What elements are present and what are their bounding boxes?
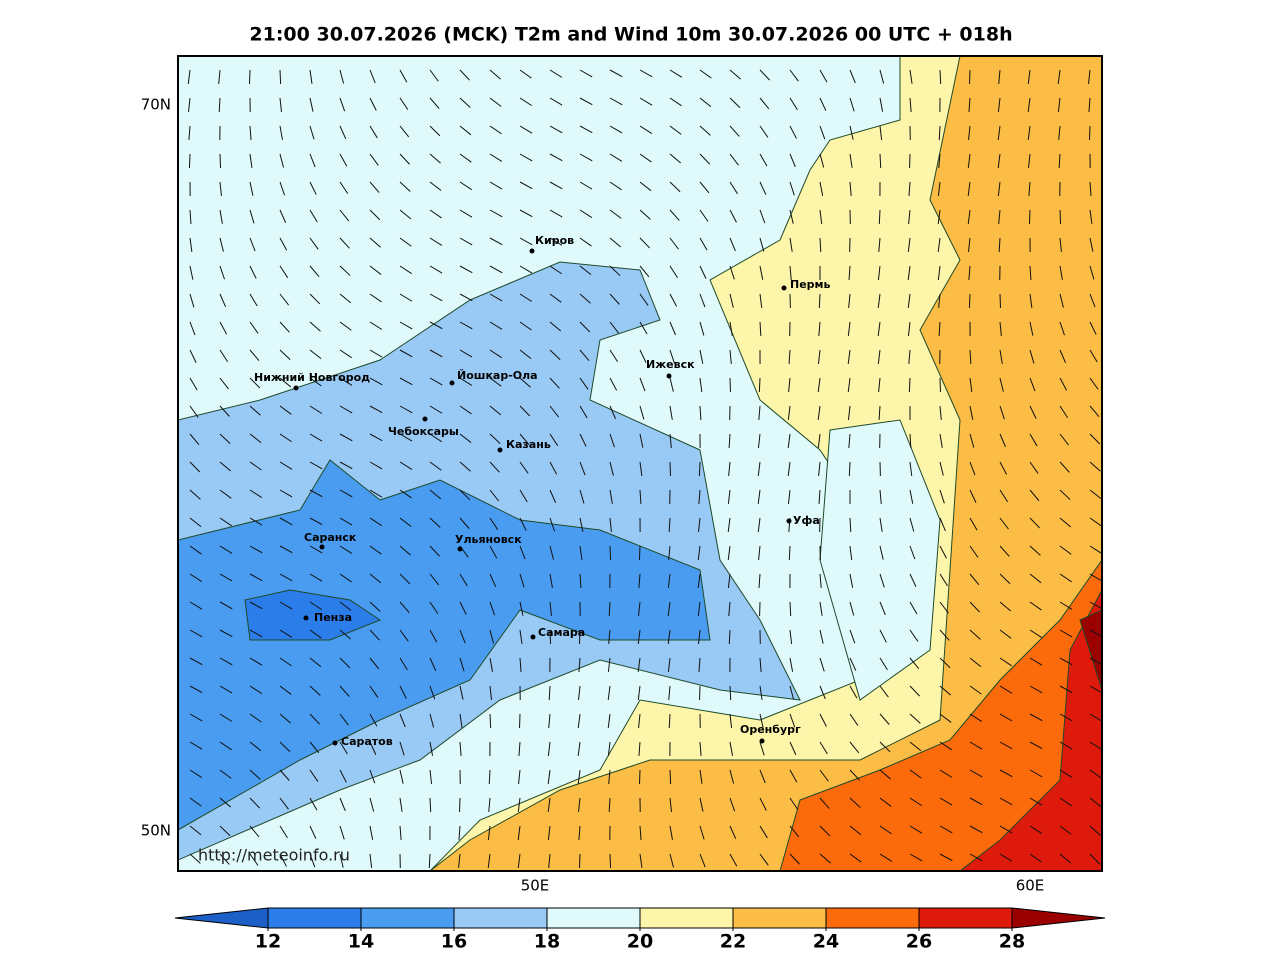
barb [969,294,970,308]
barb [909,378,910,392]
lat-label: 70N [141,96,171,114]
colorbar-label: 22 [720,931,746,953]
city-dot [450,381,455,386]
city-dot [333,741,338,746]
barb [430,798,431,812]
barb [789,546,790,560]
city-label: Ульяновск [455,533,522,546]
colorbar-segment [454,908,547,928]
colorbar-segment [733,908,826,928]
city-label: Оренбург [740,723,801,736]
barb [579,854,580,868]
barb [879,210,880,224]
lat-label: 50N [141,822,171,840]
barb [220,154,221,168]
barb [639,546,640,560]
colorbar-label: 18 [534,931,560,953]
city-dot [498,448,503,453]
barb [610,546,611,560]
barb [819,294,820,308]
city-label: Киров [535,234,574,247]
city-dot [530,249,535,254]
title: 21:00 30.07.2026 (MCK) T2m and Wind 10m … [249,24,1012,46]
city-label: Уфа [793,514,820,527]
city-label: Саратов [341,735,393,748]
barb [670,770,671,784]
barb [249,70,250,84]
colorbar-label: 24 [813,931,839,953]
colorbar-label: 16 [441,931,467,953]
city-label: Нижний Новгород [254,371,370,384]
city-dot [320,545,325,550]
watermark: http://meteoinfo.ru [198,846,350,865]
colorbar-segment [919,908,1012,928]
barb [1060,210,1061,224]
colorbar-segment [640,908,733,928]
barb [1089,126,1090,140]
city-dot [304,616,309,621]
colorbar-label: 20 [627,931,653,953]
colorbar-segment [547,908,640,928]
lon-label: 60E [1016,877,1045,895]
city-dot [782,286,787,291]
city-label: Самара [538,626,585,639]
barb [849,462,850,476]
barb [699,462,700,476]
colorbar-label: 14 [348,931,374,953]
city-dot [787,519,792,524]
barb [759,378,760,392]
barb [1029,210,1030,224]
city-label: Ижевск [646,358,695,371]
city-dot [423,417,428,422]
city-dot [458,547,463,552]
barb [280,70,281,84]
colorbar-segment [268,908,361,928]
colorbar: 12 14 16 18 20 22 24 26 28 [175,908,1105,953]
city-label: Пермь [790,278,831,291]
colorbar-extend [1012,908,1105,928]
city-label: Йошкар-Ола [457,369,538,382]
city-dot [531,635,536,640]
city-dot [294,386,299,391]
barb [189,154,190,168]
lon-label: 50E [521,877,550,895]
city-label: Чебоксары [388,425,459,438]
city-label: Саранск [304,531,357,544]
map-field [178,56,1102,871]
barb [940,70,941,84]
barb [490,714,491,728]
colorbar-label: 28 [999,931,1025,953]
colorbar-segment [826,908,919,928]
city-label: Пенза [314,611,352,624]
colorbar-segment [361,908,454,928]
barb [610,854,611,868]
city-dot [760,739,765,744]
colorbar-label: 12 [255,931,281,953]
colorbar-extend [175,908,268,928]
barb [730,686,731,700]
city-label: Казань [506,438,551,451]
colorbar-label: 26 [906,931,932,953]
city-dot [667,374,672,379]
